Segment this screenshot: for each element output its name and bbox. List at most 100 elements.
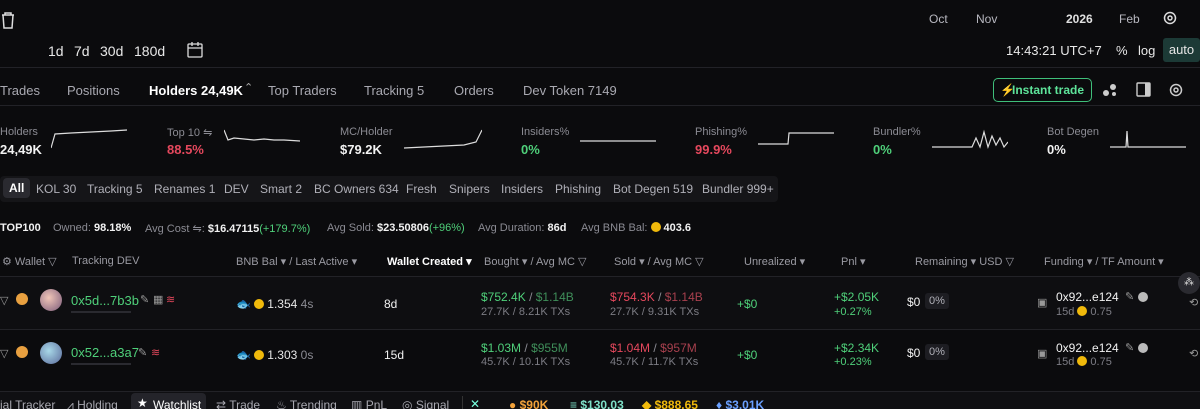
metric-bundler-value: 0% (873, 142, 892, 157)
nav-signal[interactable]: ◎ Signal (402, 398, 449, 409)
range-180d-button[interactable]: 180d (134, 43, 166, 59)
nav-watchlist[interactable]: ★ Watchlist (131, 393, 206, 409)
filter-dev[interactable]: DEV (224, 182, 249, 196)
col-wallet-label: Wallet (14, 256, 46, 268)
table-row[interactable] (0, 277, 1200, 329)
instant-trade-button[interactable]: ⚡ Instant trade (993, 78, 1092, 102)
bnb-balance-value: 1.354 (267, 297, 298, 311)
nav-pnl[interactable]: ▥ PnL (351, 398, 387, 409)
col-unrealized[interactable]: Unrealized ▾ (744, 256, 806, 268)
chevron-up-icon[interactable]: ⌃ (244, 82, 254, 94)
col-bnb[interactable]: BNB Bal ▾ / Last Active ▾ (236, 256, 358, 268)
funding-address[interactable]: 0x92...e124 (1056, 341, 1119, 355)
signal-icon: ◎ (402, 398, 413, 409)
share-icon[interactable] (1102, 82, 1118, 101)
wallet-address[interactable]: 0x52...a3a7 (71, 345, 139, 360)
nav-holding-label: Holding (77, 398, 118, 409)
col-remaining[interactable]: Remaining ▾ USD ▽ (915, 256, 1014, 268)
avatar (40, 289, 62, 311)
top10-sparkline (224, 129, 300, 142)
col-funding[interactable]: Funding ▾ / TF Amount ▾ (1044, 256, 1164, 268)
filter-renames[interactable]: Renames 1 (154, 182, 216, 196)
eth-icon: ♦ (716, 398, 723, 409)
nav-holding[interactable]: ⩘ Holding (67, 398, 118, 409)
chain-icon[interactable]: ✕ (470, 397, 481, 409)
filter-phishing[interactable]: Phishing (555, 182, 602, 196)
nav-trending[interactable]: ♨ Trending (276, 398, 337, 409)
filter-bundler[interactable]: Bundler 999+ (702, 182, 774, 196)
pnl-value: +$2.05K (834, 290, 880, 304)
filter-icon[interactable]: ▽ (0, 295, 9, 307)
tab-top-traders[interactable]: Top Traders (268, 83, 337, 98)
col-wallet[interactable]: ⚙ Wallet ▽ (2, 256, 57, 268)
sol-price: ≡ $130.03 (570, 398, 624, 409)
filter-insiders[interactable]: Insiders (501, 182, 544, 196)
percent-scale-button[interactable]: % (1116, 43, 1128, 58)
col-bought[interactable]: Bought ▾ / Avg MC ▽ (484, 256, 587, 268)
edit-icon[interactable]: ✎ (138, 347, 148, 359)
panel-toggle-icon[interactable] (1136, 82, 1151, 100)
range-30d-button[interactable]: 30d (100, 43, 124, 59)
edit-icon[interactable]: ✎ (1125, 342, 1135, 354)
calendar-icon[interactable] (186, 41, 204, 62)
sold-value: $754.3K / $1.14B (610, 290, 703, 304)
filter-bar (0, 176, 778, 202)
trash-icon[interactable] (0, 10, 16, 33)
refresh-icon[interactable]: ⟲ (1189, 348, 1199, 360)
sol-icon: ≡ (570, 398, 578, 409)
nav-signal-tracker[interactable]: ial Tracker (0, 398, 56, 409)
share-icon[interactable]: ⁂ (1178, 272, 1200, 294)
sold-txs: 45.7K / 11.7K TXs (610, 356, 699, 368)
col-funding-label: Funding (1044, 256, 1084, 268)
filter-smart[interactable]: Smart 2 (260, 182, 303, 196)
log-scale-button[interactable]: log (1138, 43, 1156, 58)
metric-bot-degen-value: 0% (1047, 142, 1066, 157)
metric-bot-degen-label: Bot Degen (1047, 126, 1099, 138)
wallet-address[interactable]: 0x5d...7b3b (71, 293, 139, 308)
filter-kol[interactable]: KOL 30 (36, 182, 77, 196)
table-row[interactable] (0, 330, 1200, 382)
funding-age-value: 15d (1056, 306, 1075, 318)
filter-bot-degen[interactable]: Bot Degen 519 (613, 182, 694, 196)
col-wallet-created[interactable]: Wallet Created ▾ (387, 256, 472, 268)
tab-holders[interactable]: Holders 24,49K (149, 83, 243, 98)
col-tracking[interactable]: Tracking DEV (72, 255, 139, 267)
bnb-coin-icon (1077, 356, 1088, 366)
tab-trades[interactable]: Trades (0, 83, 40, 98)
eth-price-value: $3.01K (725, 398, 765, 409)
col-sold[interactable]: Sold ▾ / Avg MC ▽ (614, 256, 704, 268)
range-7d-button[interactable]: 7d (74, 43, 90, 59)
edit-icon[interactable]: ✎ (1125, 291, 1135, 303)
nav-trade[interactable]: ⇄ Trade (216, 398, 260, 409)
col-pnl[interactable]: Pnl ▾ (841, 256, 866, 268)
tab-orders[interactable]: Orders (454, 83, 494, 98)
gear-icon[interactable] (1168, 82, 1184, 101)
col-unrealized-label: Unrealized (744, 256, 797, 268)
stat-owned: Owned: 98.18% (53, 222, 131, 234)
filter-bc-owners[interactable]: BC Owners 634 (314, 182, 399, 196)
auto-scale-button[interactable]: auto (1163, 38, 1200, 62)
filter-snipers[interactable]: Snipers (449, 182, 490, 196)
refresh-icon[interactable]: ⟲ (1189, 297, 1199, 309)
tab-tracking[interactable]: Tracking 5 (364, 83, 425, 98)
metric-top10-label: Top 10 ⇋ (167, 127, 213, 139)
funding-address[interactable]: 0x92...e124 (1056, 290, 1119, 304)
divider (0, 276, 1200, 277)
filter-all[interactable]: All (3, 178, 31, 198)
stat-avg-bnb: Avg BNB Bal: 403.6 (581, 222, 691, 234)
filter-tracking[interactable]: Tracking 5 (87, 182, 143, 196)
range-1d-button[interactable]: 1d (48, 43, 64, 59)
filter-fresh[interactable]: Fresh (406, 182, 437, 196)
settings-icon[interactable] (1162, 10, 1178, 29)
nav-watchlist-label: Watchlist (153, 398, 202, 409)
edit-icon[interactable]: ✎ (140, 294, 150, 306)
tab-dev-token[interactable]: Dev Token 7149 (523, 83, 617, 98)
metric-top10-label-text: Top 10 (167, 127, 201, 139)
sold-amount: $1.04M (610, 341, 651, 355)
rank-badge-icon (16, 346, 28, 358)
funding-age: 15d 0.75 (1056, 356, 1112, 368)
bought-avg-mc: $955M (531, 341, 568, 355)
tab-positions[interactable]: Positions (67, 83, 120, 98)
bnb-coin-icon (254, 350, 265, 360)
filter-icon[interactable]: ▽ (0, 348, 9, 360)
